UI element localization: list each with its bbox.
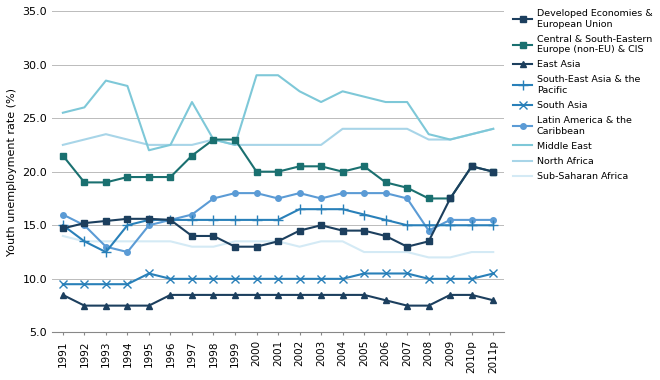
Legend: Developed Economies &
European Union, Central & South-Eastern
Europe (non-EU) & : Developed Economies & European Union, Ce… (513, 9, 653, 181)
Y-axis label: Youth unemployment rate (%): Youth unemployment rate (%) (7, 88, 17, 256)
